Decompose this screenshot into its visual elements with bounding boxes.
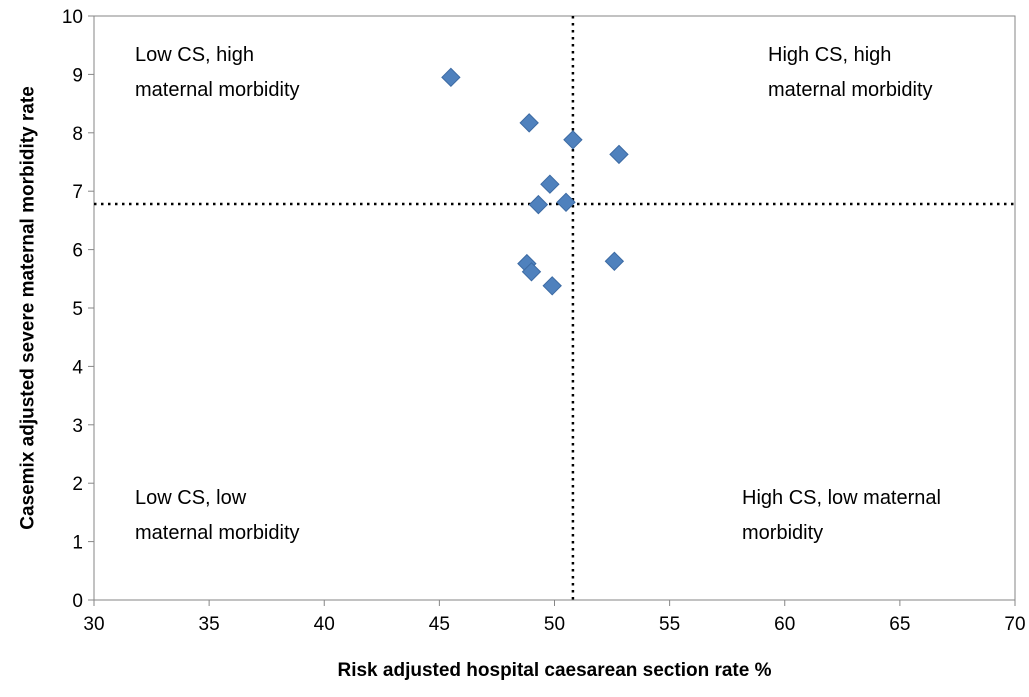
x-tick-label: 60 [774,614,795,635]
quadrant-label-top-left: maternal morbidity [135,79,300,101]
y-tick-label: 9 [72,65,83,86]
x-tick-label: 45 [429,614,450,635]
y-tick-label: 1 [72,533,83,554]
x-tick-label: 55 [659,614,680,635]
quadrant-label-top-right: maternal morbidity [768,79,933,101]
quadrant-label-bottom-right: High CS, low maternal [742,487,941,509]
y-axis-title: Casemix adjusted severe maternal morbidi… [18,86,39,530]
y-tick-label: 0 [72,591,83,612]
quadrant-label-top-right: High CS, high [768,44,891,66]
data-point [604,251,625,271]
y-tick-label: 7 [72,182,83,203]
data-point [556,192,576,213]
data-point [540,174,560,194]
y-tick-label: 3 [72,416,83,437]
data-point [609,144,629,165]
y-tick-label: 2 [72,474,83,495]
quadrant-label-top-left: Low CS, high [135,44,254,66]
data-points [441,67,629,296]
x-tick-label: 35 [199,614,220,635]
y-tick-label: 4 [72,357,83,378]
x-tick-label: 65 [889,614,910,635]
data-point [528,194,549,215]
plot-area-border [93,15,1016,601]
data-point [542,276,562,296]
x-axis-title: Risk adjusted hospital caesarean section… [337,660,771,681]
reference-lines [94,16,1015,600]
x-tick-label: 40 [314,614,335,635]
quadrant-label-bottom-left: Low CS, low [135,487,247,509]
quadrant-label-bottom-right: morbidity [742,522,823,544]
data-point [441,67,461,88]
data-point [563,130,583,150]
x-tick-label: 50 [544,614,565,635]
quadrant-label-bottom-left: maternal morbidity [135,522,300,544]
data-point [521,262,542,282]
x-tick-label: 30 [83,614,104,635]
x-tick-label: 70 [1004,614,1025,635]
y-tick-label: 5 [72,299,83,320]
y-tick-label: 8 [72,124,83,145]
y-tick-label: 10 [62,7,83,28]
data-point [519,113,539,133]
quadrant-annotations: Low CS, high maternal morbidity High CS, h… [135,44,941,544]
y-tick-label: 6 [72,241,83,262]
